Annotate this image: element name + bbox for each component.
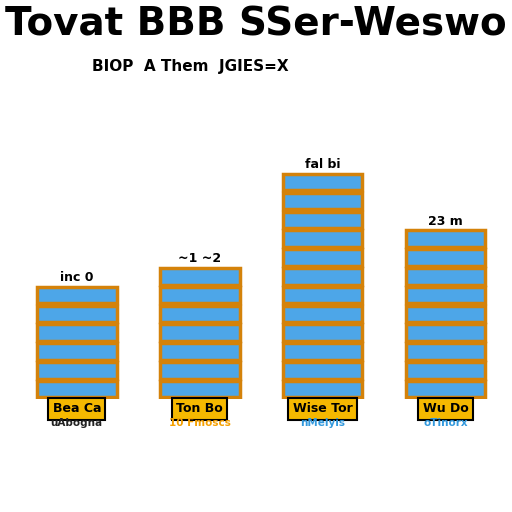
FancyBboxPatch shape — [160, 362, 240, 379]
Text: 10 Fmoscs: 10 Fmoscs — [169, 418, 230, 428]
Text: nMelyis: nMelyis — [300, 418, 345, 428]
Text: oTinorx: oTinorx — [423, 418, 468, 428]
FancyBboxPatch shape — [283, 193, 362, 209]
FancyBboxPatch shape — [160, 325, 240, 341]
FancyBboxPatch shape — [406, 268, 485, 285]
FancyBboxPatch shape — [37, 362, 117, 379]
FancyBboxPatch shape — [283, 268, 362, 285]
FancyBboxPatch shape — [160, 381, 240, 397]
Text: fal bi: fal bi — [305, 158, 340, 171]
FancyBboxPatch shape — [406, 249, 485, 266]
FancyBboxPatch shape — [283, 362, 362, 379]
FancyBboxPatch shape — [406, 230, 485, 247]
FancyBboxPatch shape — [406, 343, 485, 360]
FancyBboxPatch shape — [283, 343, 362, 360]
FancyBboxPatch shape — [160, 343, 240, 360]
Text: Wu Do: Wu Do — [422, 402, 468, 415]
Text: inc 0: inc 0 — [60, 271, 94, 284]
FancyBboxPatch shape — [283, 230, 362, 247]
FancyBboxPatch shape — [283, 306, 362, 322]
FancyBboxPatch shape — [283, 325, 362, 341]
Text: uAbogna: uAbogna — [51, 418, 103, 428]
FancyBboxPatch shape — [160, 287, 240, 303]
FancyBboxPatch shape — [406, 381, 485, 397]
FancyBboxPatch shape — [283, 211, 362, 228]
Text: Tovat BBB SSer-Weswo: Tovat BBB SSer-Weswo — [5, 5, 507, 43]
Text: Ton Bo: Ton Bo — [176, 402, 223, 415]
Text: Bea Ca: Bea Ca — [53, 402, 101, 415]
Text: 23 m: 23 m — [428, 215, 463, 227]
FancyBboxPatch shape — [283, 174, 362, 190]
FancyBboxPatch shape — [283, 381, 362, 397]
FancyBboxPatch shape — [37, 381, 117, 397]
FancyBboxPatch shape — [283, 287, 362, 303]
FancyBboxPatch shape — [37, 287, 117, 303]
FancyBboxPatch shape — [283, 249, 362, 266]
FancyBboxPatch shape — [160, 268, 240, 285]
Text: Wise Tor: Wise Tor — [293, 402, 352, 415]
FancyBboxPatch shape — [406, 362, 485, 379]
FancyBboxPatch shape — [406, 325, 485, 341]
FancyBboxPatch shape — [37, 343, 117, 360]
Text: ~1 ~2: ~1 ~2 — [178, 252, 221, 265]
FancyBboxPatch shape — [406, 306, 485, 322]
FancyBboxPatch shape — [406, 287, 485, 303]
FancyBboxPatch shape — [160, 306, 240, 322]
FancyBboxPatch shape — [37, 306, 117, 322]
FancyBboxPatch shape — [37, 325, 117, 341]
Text: BIOP  A Them  JGIES=X: BIOP A Them JGIES=X — [92, 59, 289, 74]
